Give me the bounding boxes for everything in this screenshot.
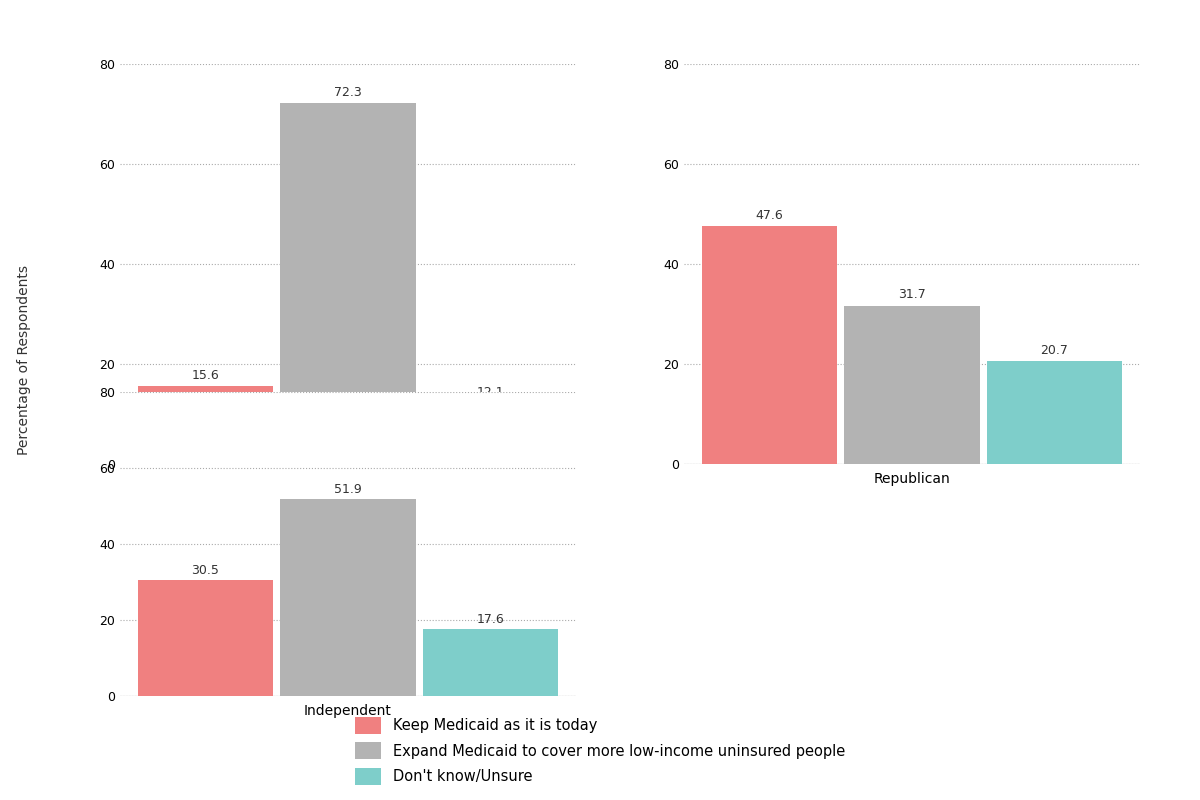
Text: 20.7: 20.7	[1040, 343, 1068, 357]
Text: 12.1: 12.1	[476, 386, 504, 399]
Bar	[986, 361, 1122, 464]
Bar	[281, 498, 415, 696]
Text: 15.6: 15.6	[192, 369, 220, 382]
Text: 17.6: 17.6	[476, 613, 504, 626]
Legend: Keep Medicaid as it is today, Expand Medicaid to cover more low-income uninsured: Keep Medicaid as it is today, Expand Med…	[355, 717, 845, 785]
Text: 51.9: 51.9	[334, 482, 362, 496]
Bar	[702, 226, 838, 464]
Text: 72.3: 72.3	[334, 86, 362, 98]
Bar	[138, 386, 274, 464]
Bar	[845, 306, 979, 464]
Text: 47.6: 47.6	[756, 209, 784, 222]
Bar	[422, 403, 558, 464]
Bar	[281, 102, 415, 464]
Bar	[422, 629, 558, 696]
Bar	[138, 580, 274, 696]
Text: 31.7: 31.7	[898, 289, 926, 302]
Text: Percentage of Respondents: Percentage of Respondents	[17, 265, 31, 455]
Text: 30.5: 30.5	[192, 564, 220, 577]
